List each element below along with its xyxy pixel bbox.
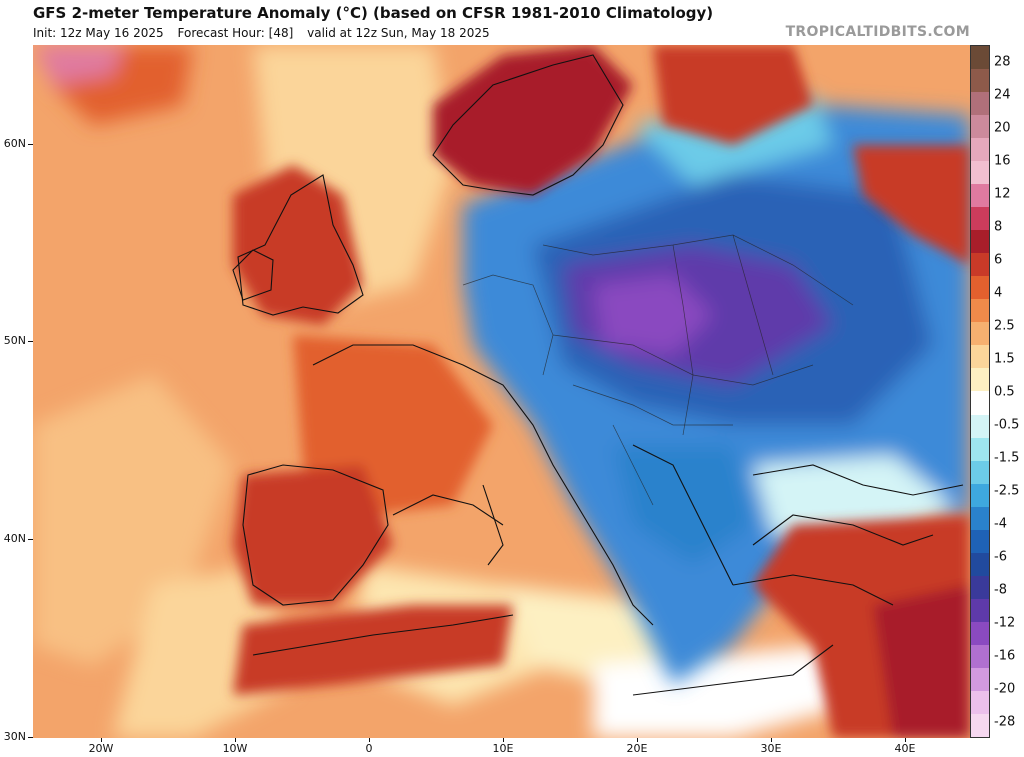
- colorbar-swatch: [971, 276, 989, 300]
- colorbar-swatch: [971, 207, 989, 231]
- colorbar-swatch: [971, 322, 989, 346]
- colorbar-label: 8: [994, 219, 1003, 235]
- country-borders: [462, 234, 854, 506]
- colorbar-swatch: [971, 46, 989, 70]
- lat-label-50n: 50N: [3, 334, 26, 347]
- lat-tick-60n: [28, 144, 33, 145]
- colorbar-swatch: [971, 414, 989, 438]
- init-time: Init: 12z May 16 2025: [33, 26, 164, 40]
- map-canvas: [33, 45, 970, 738]
- lat-tick-50n: [28, 341, 33, 342]
- colorbar-label: -16: [994, 648, 1016, 664]
- colorbar-swatch: [971, 391, 989, 415]
- colorbar-swatch: [971, 115, 989, 139]
- colorbar-label: 4: [994, 285, 1003, 301]
- colorbar-label: 24: [994, 87, 1011, 103]
- colorbar-label: 2.5: [994, 318, 1015, 334]
- colorbar-swatch: [971, 437, 989, 461]
- colorbar-swatch: [971, 529, 989, 553]
- colorbar-label: -20: [994, 681, 1016, 697]
- colorbar-label: 12: [994, 186, 1011, 202]
- brand-watermark: TROPICALTIDBITS.COM: [785, 24, 970, 40]
- colorbar-swatch: [971, 368, 989, 392]
- colorbar-swatch: [971, 483, 989, 507]
- colorbar-label: -0.5: [994, 417, 1020, 433]
- lon-label-40e: 40E: [894, 742, 916, 755]
- colorbar-swatch: [971, 138, 989, 162]
- lat-label-60n: 60N: [3, 137, 26, 150]
- colorbar-swatch: [971, 575, 989, 599]
- lon-tick-20w: [101, 738, 102, 742]
- coastlines: [232, 54, 964, 696]
- temperature-anomaly-map[interactable]: [33, 45, 970, 738]
- lon-tick-30e: [771, 738, 772, 742]
- colorbar-swatch: [971, 345, 989, 369]
- lat-label-30n: 30N: [3, 730, 26, 743]
- lon-label-20w: 20W: [88, 742, 114, 755]
- lon-tick-20e: [637, 738, 638, 742]
- forecast-hour: Forecast Hour: [48]: [177, 26, 294, 40]
- colorbar-label: -4: [994, 516, 1007, 532]
- colorbar-swatch: [971, 69, 989, 93]
- colorbar-label: -1.5: [994, 450, 1020, 466]
- lon-tick-40e: [905, 738, 906, 742]
- colorbar-label: -2.5: [994, 483, 1020, 499]
- colorbar-swatch: [971, 460, 989, 484]
- lon-tick-10w: [235, 738, 236, 742]
- colorbar-label: -8: [994, 582, 1007, 598]
- lat-tick-40n: [28, 539, 33, 540]
- lon-label-20e: 20E: [626, 742, 648, 755]
- colorbar-label: 20: [994, 120, 1011, 136]
- lat-label-40n: 40N: [3, 532, 26, 545]
- colorbar-label: 16: [994, 153, 1011, 169]
- warm-anomaly-regions: [233, 45, 970, 738]
- colorbar-swatch: [971, 713, 989, 737]
- colorbar-swatch: [971, 253, 989, 277]
- colorbar-swatch: [971, 230, 989, 254]
- colorbar-swatch: [971, 667, 989, 691]
- lon-tick-10e: [503, 738, 504, 742]
- colorbar-swatch: [971, 552, 989, 576]
- colorbar-swatch: [971, 644, 989, 668]
- colorbar-swatch: [971, 184, 989, 208]
- colorbar: [970, 45, 990, 738]
- colorbar-swatch: [971, 92, 989, 116]
- colorbar-swatch: [971, 161, 989, 185]
- lat-tick-30n: [28, 737, 33, 738]
- colorbar-label: 1.5: [994, 351, 1015, 367]
- colorbar-label: 0.5: [994, 384, 1015, 400]
- colorbar-label: 28: [994, 54, 1011, 70]
- lon-label-0: 0: [365, 742, 373, 755]
- lon-tick-0: [369, 738, 370, 742]
- colorbar-label: -28: [994, 714, 1016, 730]
- colorbar-swatch: [971, 621, 989, 645]
- lon-label-30e: 30E: [760, 742, 782, 755]
- valid-time: valid at 12z Sun, May 18 2025: [307, 26, 490, 40]
- colorbar-swatch: [971, 299, 989, 323]
- colorbar-label: -12: [994, 615, 1016, 631]
- lon-label-10e: 10E: [492, 742, 514, 755]
- colorbar-label: -6: [994, 549, 1007, 565]
- map-title: GFS 2-meter Temperature Anomaly (°C) (ba…: [33, 4, 714, 22]
- colorbar-swatch: [971, 598, 989, 622]
- map-subtitle: Init: 12z May 16 2025 Forecast Hour: [48…: [33, 26, 500, 40]
- colorbar-swatch: [971, 690, 989, 714]
- lon-label-10w: 10W: [222, 742, 248, 755]
- colorbar-label: 6: [994, 252, 1003, 268]
- colorbar-swatch: [971, 506, 989, 530]
